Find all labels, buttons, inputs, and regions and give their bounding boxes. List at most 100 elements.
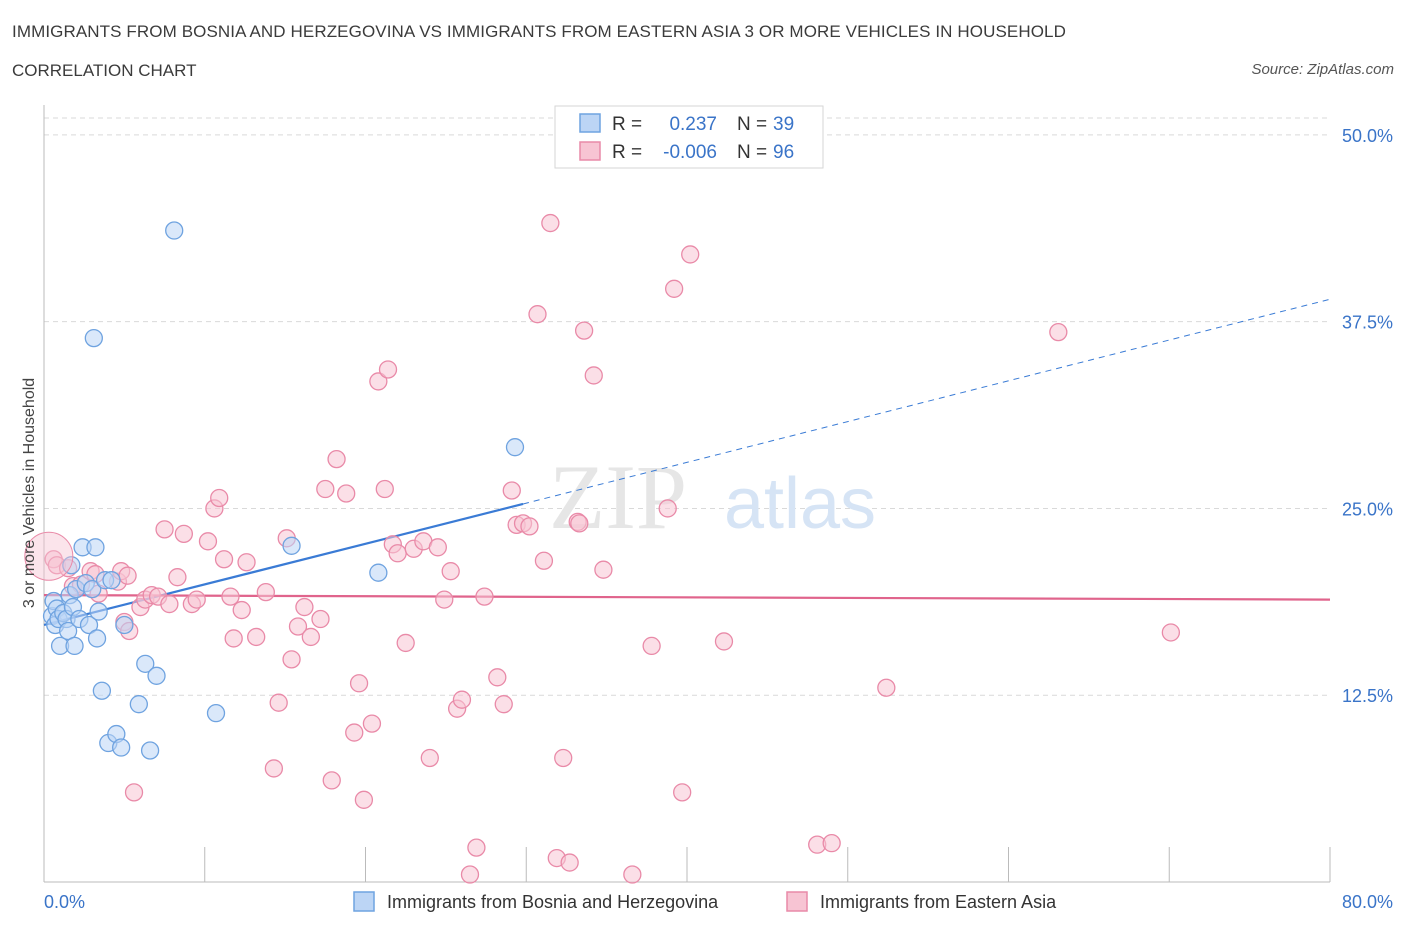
point-bosnia-17: [79, 615, 99, 635]
point-bosnia-19: [86, 538, 105, 557]
point-eastern-asia-46: [345, 723, 364, 742]
legend-label-pink: Immigrants from Eastern Asia: [820, 892, 1057, 912]
point-eastern-asia-48: [354, 790, 374, 809]
point-eastern-asia-23: [187, 590, 206, 609]
point-eastern-asia-83: [623, 865, 642, 884]
point-bosnia-20: [87, 629, 107, 648]
point-eastern-asia-75: [541, 213, 560, 233]
point-eastern-asia-54: [388, 544, 407, 563]
point-eastern-asia-37: [282, 650, 301, 669]
point-eastern-asia-72: [520, 517, 539, 536]
point-eastern-asia-82: [594, 560, 613, 579]
point-eastern-asia-49: [362, 714, 382, 733]
y-tick-label-0: 12.5%: [1342, 686, 1393, 706]
point-eastern-asia-66: [475, 587, 494, 606]
point-bosnia-38: [505, 438, 525, 457]
point-eastern-asia-86: [664, 279, 684, 298]
point-eastern-asia-30: [232, 600, 251, 620]
y-tick-label-1: 25.0%: [1342, 499, 1393, 519]
axes: [43, 105, 1331, 883]
point-eastern-asia-60: [435, 590, 454, 609]
stats-n-label-blue: N =: [737, 114, 767, 135]
point-eastern-asia-80: [574, 321, 594, 340]
stats-n-value-pink: 96: [773, 142, 794, 163]
trend-line-bosnia: [43, 502, 524, 627]
stats-r-label-pink: R =: [612, 142, 642, 163]
stats-swatch-pink: [579, 141, 601, 161]
point-eastern-asia-74: [534, 551, 554, 570]
stats-r-value-blue: 0.237: [669, 114, 717, 135]
point-bosnia-25: [102, 571, 121, 590]
point-eastern-asia-cluster: [24, 531, 74, 581]
point-eastern-asia-38: [288, 617, 308, 636]
point-eastern-asia-87: [673, 783, 692, 802]
point-bosnia-33: [165, 221, 184, 240]
point-eastern-asia-39: [295, 597, 314, 617]
data-points: [24, 213, 1181, 884]
point-bosnia-37: [369, 563, 388, 582]
point-eastern-asia-31: [237, 553, 256, 572]
y-axis-label: 3 or more Vehicles in Household: [21, 378, 38, 608]
point-eastern-asia-18: [155, 520, 174, 539]
point-bosnia-30: [136, 654, 155, 673]
watermark-zip: ZIP: [549, 446, 687, 548]
stats-swatch-blue: [579, 113, 601, 133]
point-eastern-asia-93: [1049, 322, 1068, 342]
point-eastern-asia-28: [221, 587, 240, 606]
point-eastern-asia-33: [256, 582, 275, 602]
point-eastern-asia-42: [316, 479, 335, 499]
point-eastern-asia-59: [428, 538, 447, 557]
point-eastern-asia-92: [877, 678, 896, 697]
stats-n-label-pink: N =: [737, 142, 767, 163]
point-bosnia-34: [206, 704, 226, 723]
point-eastern-asia-19: [160, 594, 179, 614]
point-eastern-asia-13: [124, 783, 144, 802]
stats-n-value-blue: 39: [773, 114, 794, 135]
point-bosnia-35: [84, 328, 103, 348]
point-bosnia-22: [92, 681, 112, 700]
point-eastern-asia-34: [264, 759, 284, 778]
legend-swatch-blue: [353, 891, 375, 912]
point-bosnia-31: [140, 741, 160, 760]
point-eastern-asia-51: [375, 479, 394, 499]
point-eastern-asia-84: [642, 636, 661, 656]
point-bosnia-21: [89, 602, 108, 621]
point-eastern-asia-58: [420, 748, 439, 768]
point-eastern-asia-43: [322, 771, 341, 790]
point-eastern-asia-63: [452, 690, 472, 709]
point-eastern-asia-27: [214, 550, 234, 569]
point-eastern-asia-95: [570, 514, 589, 533]
tick-labels: 12.5% 25.0% 37.5% 50.0% 0.0% 80.0%: [44, 126, 1393, 912]
point-eastern-asia-24: [198, 532, 218, 551]
point-eastern-asia-64: [460, 865, 480, 884]
point-eastern-asia-88: [681, 245, 700, 264]
y-tick-label-3: 50.0%: [1342, 126, 1393, 146]
point-eastern-asia-67: [488, 668, 507, 687]
legend-label-blue: Immigrants from Bosnia and Herzegovina: [387, 892, 719, 912]
point-bosnia-29: [129, 695, 148, 714]
point-eastern-asia-35: [269, 693, 288, 712]
series-legend: Immigrants from Bosnia and Herzegovina I…: [353, 891, 1057, 912]
point-eastern-asia-85: [658, 499, 677, 518]
point-eastern-asia-77: [554, 748, 573, 768]
point-bosnia-36: [282, 536, 301, 555]
point-eastern-asia-78: [560, 853, 579, 872]
point-eastern-asia-81: [584, 366, 603, 385]
point-eastern-asia-21: [174, 524, 194, 543]
point-eastern-asia-41: [311, 609, 330, 629]
point-eastern-asia-45: [337, 484, 356, 503]
stats-legend: R = 0.237 N = 39 R = -0.006 N = 96: [554, 105, 824, 169]
trend-line-bosnia-extension: [522, 298, 1331, 505]
point-eastern-asia-32: [247, 627, 266, 647]
x-tick-label-1: 80.0%: [1342, 892, 1393, 912]
x-tick-label-0: 0.0%: [44, 892, 85, 912]
point-eastern-asia-29: [224, 629, 243, 648]
point-eastern-asia-68: [494, 695, 513, 714]
point-eastern-asia-44: [327, 449, 346, 469]
point-eastern-asia-40: [301, 627, 320, 647]
point-eastern-asia-20: [168, 568, 187, 587]
y-tick-label-2: 37.5%: [1342, 313, 1393, 333]
point-eastern-asia-52: [378, 360, 398, 379]
point-eastern-asia-50: [369, 372, 388, 391]
